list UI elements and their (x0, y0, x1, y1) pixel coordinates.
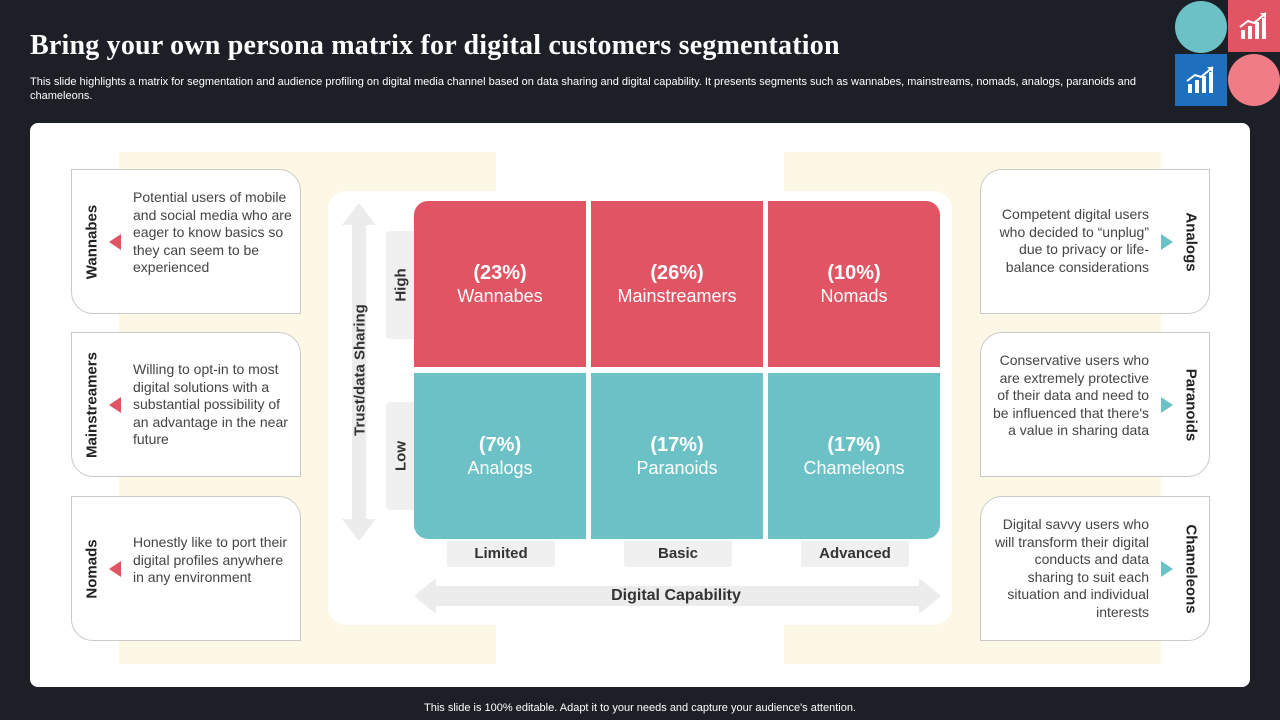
vertical-axis-arrow (342, 203, 376, 541)
cell-name: Analogs (467, 458, 533, 478)
persona-label: Nomads (83, 538, 101, 599)
matrix-cell-mainstreamers: (26%) Mainstreamers (591, 201, 763, 367)
horizontal-axis-arrow (414, 578, 941, 614)
x-axis-label: Digital Capability (611, 587, 741, 604)
column-label-advanced: Advanced (801, 541, 909, 567)
y-axis-label: Trust/data Sharing (351, 304, 369, 436)
matrix-cell-analogs: (7%) Analogs (414, 373, 586, 539)
persona-card-analogs: Analogs Competent digital users who deci… (980, 169, 1210, 314)
pointer-triangle-icon (109, 233, 121, 250)
matrix-cell-paranoids: (17%) Paranoids (591, 373, 763, 539)
persona-label: Wannabes (83, 204, 101, 279)
pointer-triangle-icon (109, 396, 121, 413)
persona-label: Paranoids (1182, 368, 1200, 441)
persona-label: Chameleons (1182, 523, 1200, 614)
cell-percentage: (26%) (650, 262, 704, 284)
cell-name: Nomads (820, 286, 888, 306)
decorative-teal-circle (1175, 1, 1227, 53)
cell-percentage: (17%) (650, 434, 704, 456)
matrix-cell-chameleons: (17%) Chameleons (768, 373, 940, 539)
decorative-blue-square (1175, 54, 1227, 106)
persona-card-mainstreamers: Mainstreamers Willing to opt-in to most … (71, 332, 301, 477)
persona-description: Honestly like to port their digital prof… (133, 534, 288, 586)
pointer-triangle-icon (109, 560, 121, 577)
cell-percentage: (23%) (473, 262, 527, 284)
matrix-cell-nomads: (10%) Nomads (768, 201, 940, 367)
column-label-limited: Limited (447, 541, 555, 567)
column-label-basic: Basic (624, 541, 732, 567)
decorative-red-square (1228, 0, 1280, 52)
pointer-triangle-icon (1161, 396, 1173, 413)
pointer-triangle-icon (1161, 233, 1173, 250)
cell-name: Mainstreamers (617, 286, 737, 306)
cell-name: Paranoids (636, 458, 718, 478)
cell-name: Wannabes (457, 286, 543, 306)
slide-footer: This slide is 100% editable. Adapt it to… (424, 702, 856, 714)
pointer-triangle-icon (1161, 560, 1173, 577)
persona-label: Analogs (1182, 211, 1200, 272)
matrix-cell-wannabes: (23%) Wannabes (414, 201, 586, 367)
persona-card-paranoids: Paranoids Conservative users who are ext… (980, 332, 1210, 477)
chart-growth-icon (1186, 66, 1214, 93)
slide-subtitle: This slide highlights a matrix for segme… (30, 76, 1136, 102)
persona-description: Potential users of mobile and social med… (133, 189, 292, 276)
persona-card-chameleons: Chameleons Digital savvy users who will … (980, 496, 1210, 641)
persona-label: Mainstreamers (83, 351, 101, 458)
slide-title: Bring your own persona matrix for digita… (30, 30, 840, 61)
persona-description: Digital savvy users who will transform t… (994, 516, 1149, 620)
cell-name: Chameleons (803, 458, 905, 478)
persona-card-wannabes: Wannabes Potential users of mobile and s… (71, 169, 301, 314)
cell-percentage: (7%) (478, 434, 522, 456)
persona-description: Competent digital users who decided to “… (999, 206, 1149, 275)
row-label-low: Low (386, 402, 416, 510)
content-panel: Wannabes Potential users of mobile and s… (30, 123, 1250, 687)
chart-growth-icon (1239, 12, 1267, 39)
persona-card-nomads: Nomads Honestly like to port their digit… (71, 496, 301, 641)
decorative-pink-circle (1228, 54, 1280, 106)
cell-percentage: (17%) (827, 434, 881, 456)
persona-description: Willing to opt-in to most digital soluti… (133, 361, 288, 448)
row-label-high: High (386, 231, 416, 339)
persona-description: Conservative users who are extremely pro… (992, 352, 1149, 439)
cell-percentage: (10%) (827, 262, 881, 284)
